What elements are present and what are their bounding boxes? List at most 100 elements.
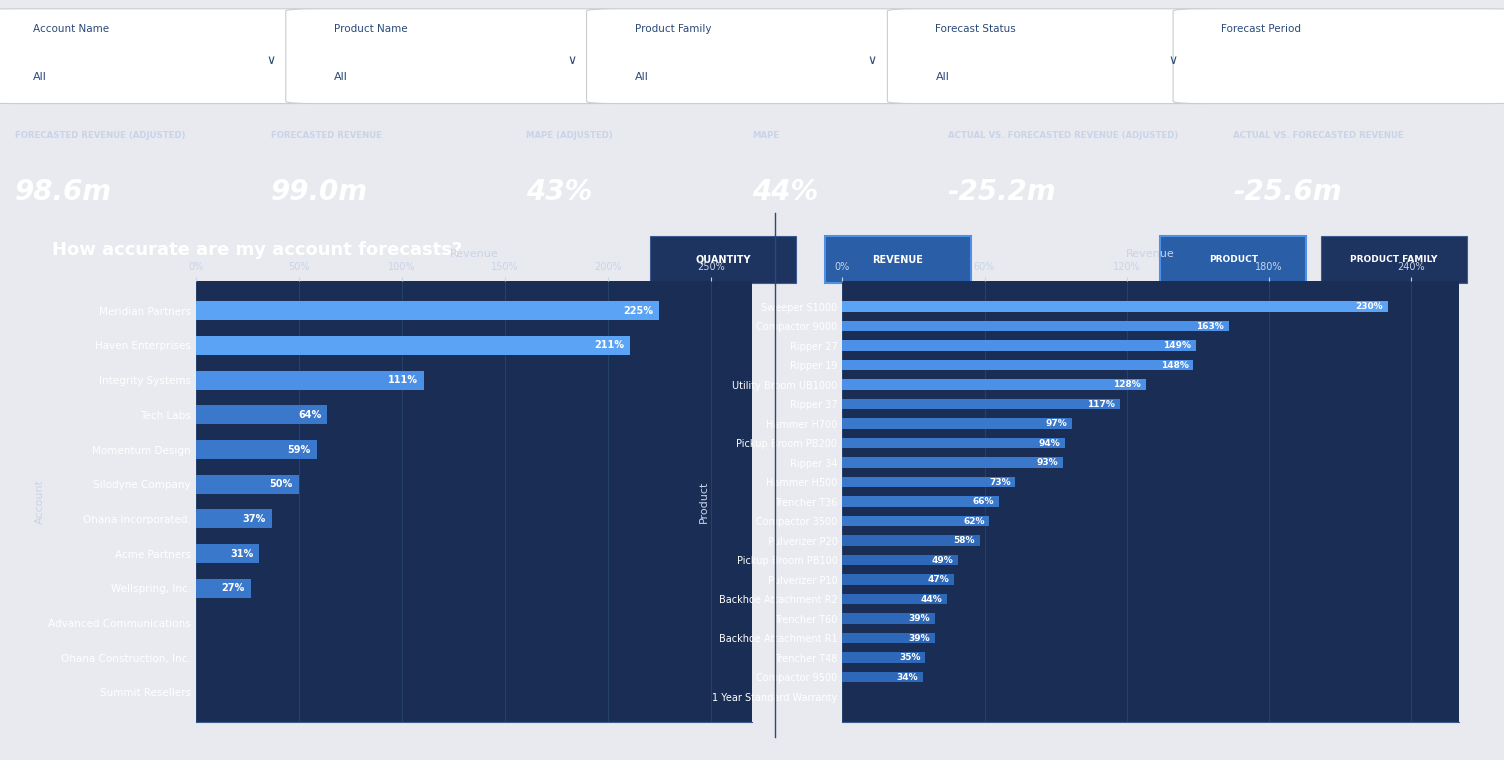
Text: 230%: 230% xyxy=(1355,302,1384,311)
Bar xyxy=(842,672,923,682)
FancyBboxPatch shape xyxy=(329,289,591,347)
Bar xyxy=(842,379,1146,390)
Text: Forecast Period: Forecast Period xyxy=(1221,24,1301,34)
Text: All: All xyxy=(935,71,949,81)
Text: 117%: 117% xyxy=(1087,400,1114,409)
Y-axis label: Product: Product xyxy=(699,480,710,523)
Text: All: All xyxy=(635,71,648,81)
Text: 225%: 225% xyxy=(623,306,653,315)
FancyBboxPatch shape xyxy=(1161,236,1307,283)
Text: Product Family: Product Family xyxy=(635,24,711,34)
Y-axis label: Account: Account xyxy=(35,479,45,524)
Text: 39%: 39% xyxy=(908,614,929,623)
Bar xyxy=(842,359,1193,370)
Text: Forecast Status: Forecast Status xyxy=(935,24,1017,34)
Text: PRODUCT FAMILY: PRODUCT FAMILY xyxy=(1351,255,1438,264)
Text: MAPE (ADJUSTED): MAPE (ADJUSTED) xyxy=(526,131,614,140)
Text: PRODUCT: PRODUCT xyxy=(1209,255,1257,264)
Text: ∨: ∨ xyxy=(1295,312,1302,322)
Text: Products By: Products By xyxy=(1008,320,1072,330)
Bar xyxy=(196,301,659,320)
Text: -25.2m: -25.2m xyxy=(948,178,1056,206)
Text: ACTUAL VS. FORECASTED REVENUE: ACTUAL VS. FORECASTED REVENUE xyxy=(1233,131,1403,140)
Text: 93%: 93% xyxy=(1036,458,1059,467)
FancyBboxPatch shape xyxy=(1072,289,1336,347)
X-axis label: Revenue: Revenue xyxy=(1126,249,1175,258)
Bar xyxy=(842,516,990,527)
Text: 44%: 44% xyxy=(752,178,818,206)
Text: REVENUE: REVENUE xyxy=(872,255,923,264)
Bar xyxy=(842,535,979,546)
Text: MAPE: MAPE xyxy=(752,131,779,140)
Bar xyxy=(842,418,1072,429)
Text: 47%: 47% xyxy=(928,575,949,584)
Bar xyxy=(196,440,317,459)
Bar xyxy=(196,544,259,563)
X-axis label: Revenue: Revenue xyxy=(450,249,498,258)
Text: ∨: ∨ xyxy=(1169,54,1178,67)
Bar xyxy=(842,594,946,604)
Text: FORECASTED REVENUE: FORECASTED REVENUE xyxy=(271,131,382,140)
Text: 97%: 97% xyxy=(1045,419,1068,428)
Text: 211%: 211% xyxy=(594,340,624,350)
FancyBboxPatch shape xyxy=(650,236,796,283)
Bar xyxy=(842,340,1196,351)
Text: Account Name: Account Name xyxy=(33,24,110,34)
FancyBboxPatch shape xyxy=(1321,236,1466,283)
FancyBboxPatch shape xyxy=(887,9,1226,103)
Bar xyxy=(842,458,1063,468)
Bar xyxy=(842,321,1229,331)
Text: 128%: 128% xyxy=(1113,380,1142,389)
Bar xyxy=(196,509,272,528)
Bar xyxy=(842,438,1065,448)
Text: 64%: 64% xyxy=(298,410,322,420)
Text: 35%: 35% xyxy=(899,653,920,662)
FancyBboxPatch shape xyxy=(286,9,624,103)
Text: 94%: 94% xyxy=(1039,439,1060,448)
FancyBboxPatch shape xyxy=(0,9,323,103)
Bar xyxy=(196,336,630,355)
Text: 27%: 27% xyxy=(221,584,245,594)
Text: QUANTITY: QUANTITY xyxy=(695,255,750,264)
FancyBboxPatch shape xyxy=(587,9,925,103)
Text: ∨: ∨ xyxy=(566,312,573,322)
Text: 111%: 111% xyxy=(388,375,418,385)
Text: Accounts By: Accounts By xyxy=(260,320,329,330)
Text: ∨: ∨ xyxy=(567,54,576,67)
Text: 149%: 149% xyxy=(1163,341,1191,350)
Bar xyxy=(842,555,958,565)
Bar xyxy=(196,475,299,494)
Bar xyxy=(196,405,328,424)
Bar xyxy=(842,633,935,644)
Bar xyxy=(842,399,1119,410)
FancyBboxPatch shape xyxy=(824,236,972,283)
Text: 37%: 37% xyxy=(242,514,266,524)
Text: ∨: ∨ xyxy=(266,54,275,67)
Text: 163%: 163% xyxy=(1196,321,1224,331)
Text: 66%: 66% xyxy=(973,497,994,506)
Bar xyxy=(196,371,424,390)
Text: 148%: 148% xyxy=(1161,360,1188,369)
Bar xyxy=(842,652,925,663)
Text: MAPE: MAPE xyxy=(445,312,475,322)
FancyBboxPatch shape xyxy=(1173,9,1504,103)
Text: 43%: 43% xyxy=(526,178,593,206)
Bar xyxy=(842,575,954,585)
Text: 59%: 59% xyxy=(287,445,311,454)
Text: 39%: 39% xyxy=(908,634,929,643)
Text: 73%: 73% xyxy=(990,477,1011,486)
Text: MAPE: MAPE xyxy=(1188,312,1220,322)
Text: 31%: 31% xyxy=(230,549,253,559)
Text: FORECASTED REVENUE (ADJUSTED): FORECASTED REVENUE (ADJUSTED) xyxy=(15,131,185,140)
Text: ∨: ∨ xyxy=(868,54,877,67)
Text: 44%: 44% xyxy=(920,594,942,603)
Bar xyxy=(842,496,999,507)
Text: 99.0m: 99.0m xyxy=(271,178,368,206)
Text: 50%: 50% xyxy=(269,480,292,489)
Bar xyxy=(842,301,1388,312)
Text: -25.6m: -25.6m xyxy=(1233,178,1342,206)
Text: Product Name: Product Name xyxy=(334,24,408,34)
Text: All: All xyxy=(334,71,347,81)
Text: 62%: 62% xyxy=(963,517,985,526)
Text: How accurate are my account forecasts?: How accurate are my account forecasts? xyxy=(51,242,462,259)
